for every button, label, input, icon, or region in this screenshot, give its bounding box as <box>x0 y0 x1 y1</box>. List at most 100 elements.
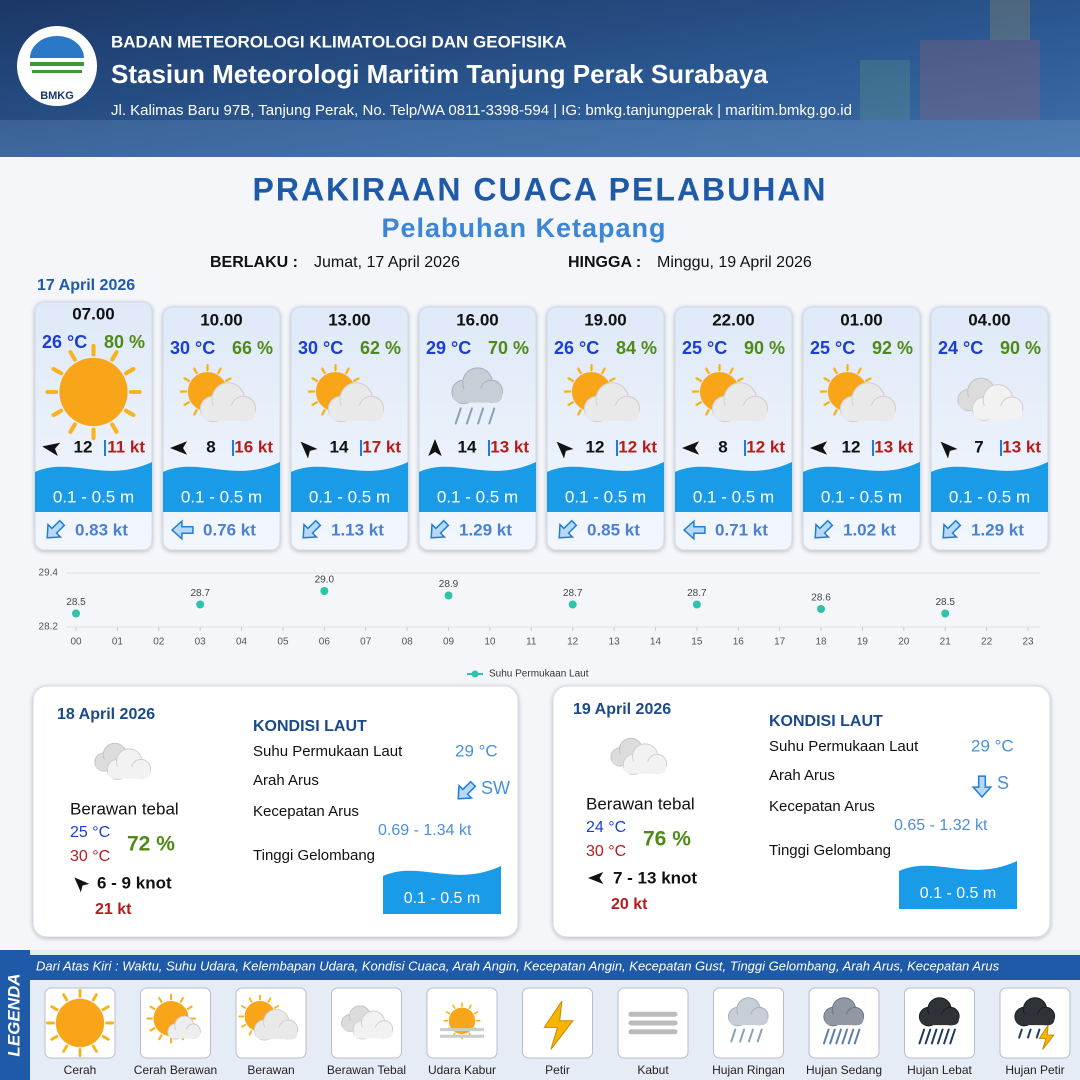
wave <box>291 462 408 512</box>
rain <box>847 1028 855 1045</box>
current-speed: 1.02 kt <box>843 520 896 539</box>
sun-ray <box>62 1044 69 1053</box>
sun-ray <box>68 422 77 434</box>
rain <box>730 1028 737 1043</box>
cloud <box>918 997 960 1027</box>
wave-height: 0.1 - 0.5 m <box>309 487 390 506</box>
humidity: 76 % <box>643 828 691 851</box>
rain <box>747 1028 754 1043</box>
humidity: 92 % <box>872 338 913 358</box>
weather-icon <box>819 363 896 423</box>
temperature: 30 °C <box>170 338 215 358</box>
sun-ray <box>311 401 319 407</box>
sun-ray <box>695 377 703 382</box>
sun-ray <box>608 377 616 382</box>
x-tick-label: 06 <box>319 637 331 648</box>
current-arrow <box>971 775 993 799</box>
sun-ray <box>321 409 326 416</box>
cloud-part <box>1015 1014 1055 1026</box>
current-arrow <box>302 519 322 539</box>
wind-arrow <box>74 877 90 893</box>
sun-ray <box>68 350 77 362</box>
wind-arrow <box>428 439 442 457</box>
rain <box>918 1028 926 1045</box>
time: 22.00 <box>712 310 755 329</box>
wind-speed: 14 <box>458 437 477 456</box>
wind-speed: 7 - 13 knot <box>613 868 697 887</box>
cloud <box>839 382 896 423</box>
x-tick-label: 16 <box>733 637 745 648</box>
current-speed: 1.29 kt <box>971 520 1024 539</box>
current-speed: 1.29 kt <box>459 520 512 539</box>
cloud <box>727 997 769 1027</box>
until-label: HINGGA : <box>568 254 641 271</box>
wave-height: 0.1 - 0.5 m <box>920 885 996 902</box>
valid-label: BERLAKU : <box>210 254 298 271</box>
x-tick-label: 14 <box>650 637 662 648</box>
condition: Berawan tebal <box>586 794 695 813</box>
wind-speed: 6 - 9 knot <box>97 873 172 892</box>
sun-ray <box>51 366 64 376</box>
sun-ray <box>101 1005 110 1012</box>
temperature: 30 °C <box>298 338 343 358</box>
cloud-part <box>201 405 256 421</box>
weather-icon <box>45 988 115 1058</box>
x-tick-label: 04 <box>236 637 248 648</box>
sst: 29 °C <box>455 741 498 760</box>
sun-ray <box>248 1030 253 1036</box>
org-name: BADAN METEOROLOGI KLIMATOLOGI DAN GEOFIS… <box>111 32 567 51</box>
lightning <box>543 1000 574 1050</box>
legend-item-label: Berawan Tebal <box>327 1063 406 1077</box>
data-label: 28.5 <box>935 597 955 608</box>
current-arrow <box>430 519 450 539</box>
address: Jl. Kalimas Baru 97B, Tanjung Perak, No.… <box>111 102 852 119</box>
cloud <box>451 367 503 405</box>
wave-label: Tinggi Gelombang <box>769 842 891 859</box>
humidity: 90 % <box>1000 338 1041 358</box>
legend-item-label: Hujan Sedang <box>806 1063 882 1077</box>
sun-ray <box>705 409 710 416</box>
sun-ray <box>149 1027 156 1032</box>
rain <box>822 1028 830 1045</box>
weather-icon <box>691 363 768 423</box>
data-point <box>941 609 950 618</box>
sun-ray <box>567 401 575 407</box>
wave <box>419 462 536 512</box>
x-tick-label: 03 <box>195 637 207 648</box>
wave <box>383 866 501 914</box>
current-speed: 0.85 kt <box>587 520 640 539</box>
wind-speed: 8 <box>718 437 727 456</box>
sun-ray <box>110 350 119 362</box>
sun-ray <box>729 367 734 375</box>
rain <box>949 1028 956 1045</box>
sun-ray <box>601 367 606 375</box>
temperature: 29 °C <box>426 338 471 358</box>
rain <box>756 1028 763 1043</box>
data-label: 28.5 <box>66 597 86 608</box>
wave-height: 0.1 - 0.5 m <box>821 487 902 506</box>
weather-icon <box>440 1002 484 1040</box>
page-subtitle: Pelabuhan Ketapang <box>381 213 666 243</box>
day-date: 18 April 2026 <box>57 706 155 723</box>
wind-arrow <box>810 441 828 455</box>
cloud-part <box>585 405 640 421</box>
x-tick-label: 20 <box>898 637 910 648</box>
x-tick-label: 22 <box>981 637 993 648</box>
x-tick-label: 09 <box>443 637 455 648</box>
current-dir: S <box>997 773 1009 793</box>
wave <box>163 462 280 512</box>
humidity: 90 % <box>744 338 785 358</box>
station-name: Stasiun Meteorologi Maritim Tanjung Pera… <box>111 59 768 89</box>
rain <box>924 1028 932 1045</box>
x-tick-label: 10 <box>484 637 496 648</box>
rain <box>1018 1028 1023 1039</box>
time: 04.00 <box>968 310 1011 329</box>
rain <box>943 1028 950 1045</box>
legend-item-label: Hujan Ringan <box>712 1063 785 1077</box>
data-point <box>692 600 701 609</box>
rain <box>454 407 462 425</box>
cloud <box>167 1015 201 1040</box>
sun-ray <box>110 422 119 434</box>
cloud-part <box>973 405 1023 420</box>
